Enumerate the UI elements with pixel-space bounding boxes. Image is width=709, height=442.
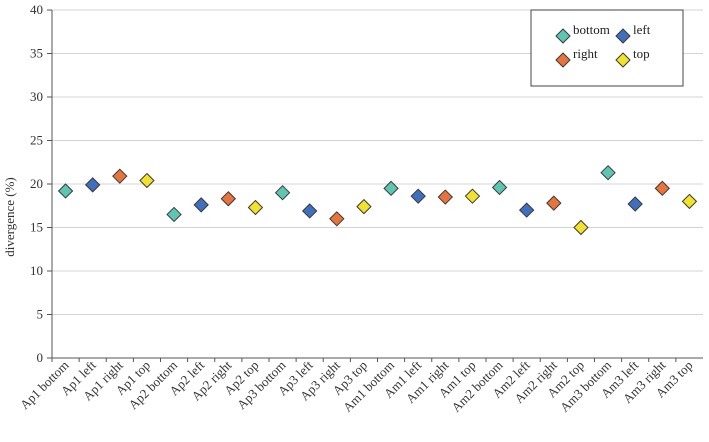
point-left (84, 177, 101, 193)
data-points (57, 164, 698, 236)
y-tick-label: 5 (37, 307, 44, 322)
y-tick-label: 40 (30, 2, 43, 17)
point-top (139, 172, 155, 189)
point-right (220, 191, 237, 207)
point-left (627, 196, 643, 212)
y-tick-label: 30 (30, 89, 43, 104)
point-left (518, 202, 535, 218)
point-left (193, 197, 209, 213)
y-tick-labels: 0 5 10 15 20 25 30 35 40 (30, 2, 52, 365)
y-tick-label: 10 (30, 263, 43, 278)
gridlines (52, 9, 703, 315)
point-top (356, 198, 372, 215)
point-bottom (383, 180, 399, 197)
point-top (464, 188, 481, 204)
point-left (410, 188, 426, 204)
point-bottom (166, 206, 182, 223)
point-right (437, 189, 454, 205)
point-right (329, 211, 345, 227)
point-bottom (57, 183, 74, 199)
point-top (681, 193, 698, 210)
point-bottom (274, 184, 291, 201)
y-tick-label: 0 (37, 350, 44, 365)
legend-label-left: left (633, 22, 651, 37)
legend-box (530, 9, 684, 87)
legend-marker-right (555, 52, 571, 68)
point-right (112, 168, 128, 184)
y-tick-label: 25 (30, 133, 43, 148)
point-right (654, 180, 671, 197)
point-left (301, 203, 318, 219)
legend-marker-top (615, 52, 631, 68)
y-tick-label: 20 (30, 176, 43, 191)
y-axis-label: divergence (%) (2, 177, 17, 257)
legend-marker-bottom (555, 28, 571, 44)
point-bottom (600, 164, 616, 181)
y-tick-label: 15 (30, 220, 43, 235)
legend-marker-left (615, 28, 631, 44)
legend-label-right: right (573, 46, 598, 61)
legend-label-top: top (633, 46, 650, 61)
legend-label-bottom: bottom (573, 22, 610, 37)
legend: bottom left right top (530, 9, 684, 87)
point-top (247, 199, 264, 216)
point-bottom (491, 179, 508, 196)
point-top (573, 219, 589, 236)
y-tick-label: 35 (30, 46, 43, 61)
point-right (546, 195, 562, 211)
